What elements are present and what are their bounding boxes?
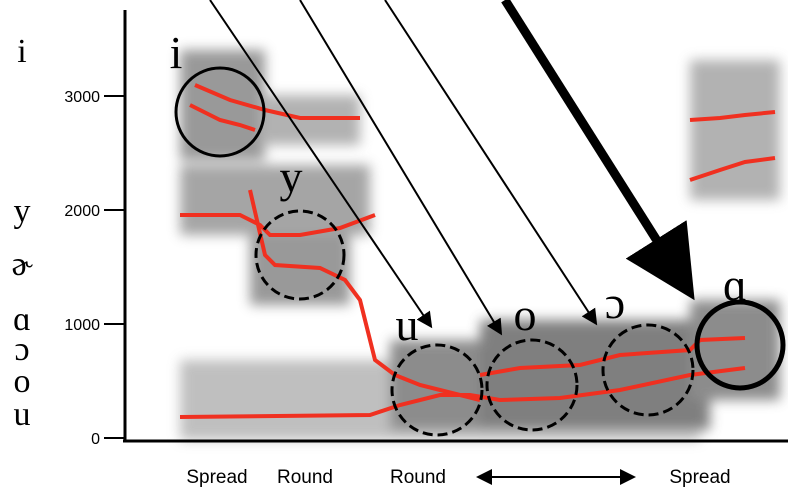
left-vowel-label: ɔ — [14, 331, 29, 368]
left-vowel-label: ɑ — [13, 301, 31, 338]
circles — [174, 66, 786, 437]
vowel-label: o — [514, 289, 537, 340]
formant-tracks — [179, 83, 776, 419]
axes — [123, 10, 788, 443]
x-label: Round — [390, 467, 446, 488]
y-tick-label: 0 — [91, 431, 100, 448]
x-label: Spread — [669, 467, 730, 488]
y-tick-label: 1000 — [64, 317, 100, 334]
vowel-label: u — [396, 299, 419, 350]
left-vowel-label: u — [14, 396, 31, 433]
left-vowel-label: i — [17, 33, 26, 70]
left-vowel-label: o — [14, 363, 31, 400]
vowel-label: y — [280, 151, 303, 202]
left-vowel-label: y — [14, 193, 31, 230]
x-label: Round — [277, 467, 333, 488]
vowel-label: ɑ — [723, 259, 747, 310]
vowel-label: i — [170, 27, 183, 78]
y-tick-label: 3000 — [64, 89, 100, 106]
y-tick-label: 2000 — [64, 203, 100, 220]
left-vowel-label: ɚ — [11, 246, 33, 283]
x-label: Spread — [186, 467, 247, 488]
arrows — [209, 0, 695, 485]
vowel-label: ɔ — [605, 277, 625, 328]
